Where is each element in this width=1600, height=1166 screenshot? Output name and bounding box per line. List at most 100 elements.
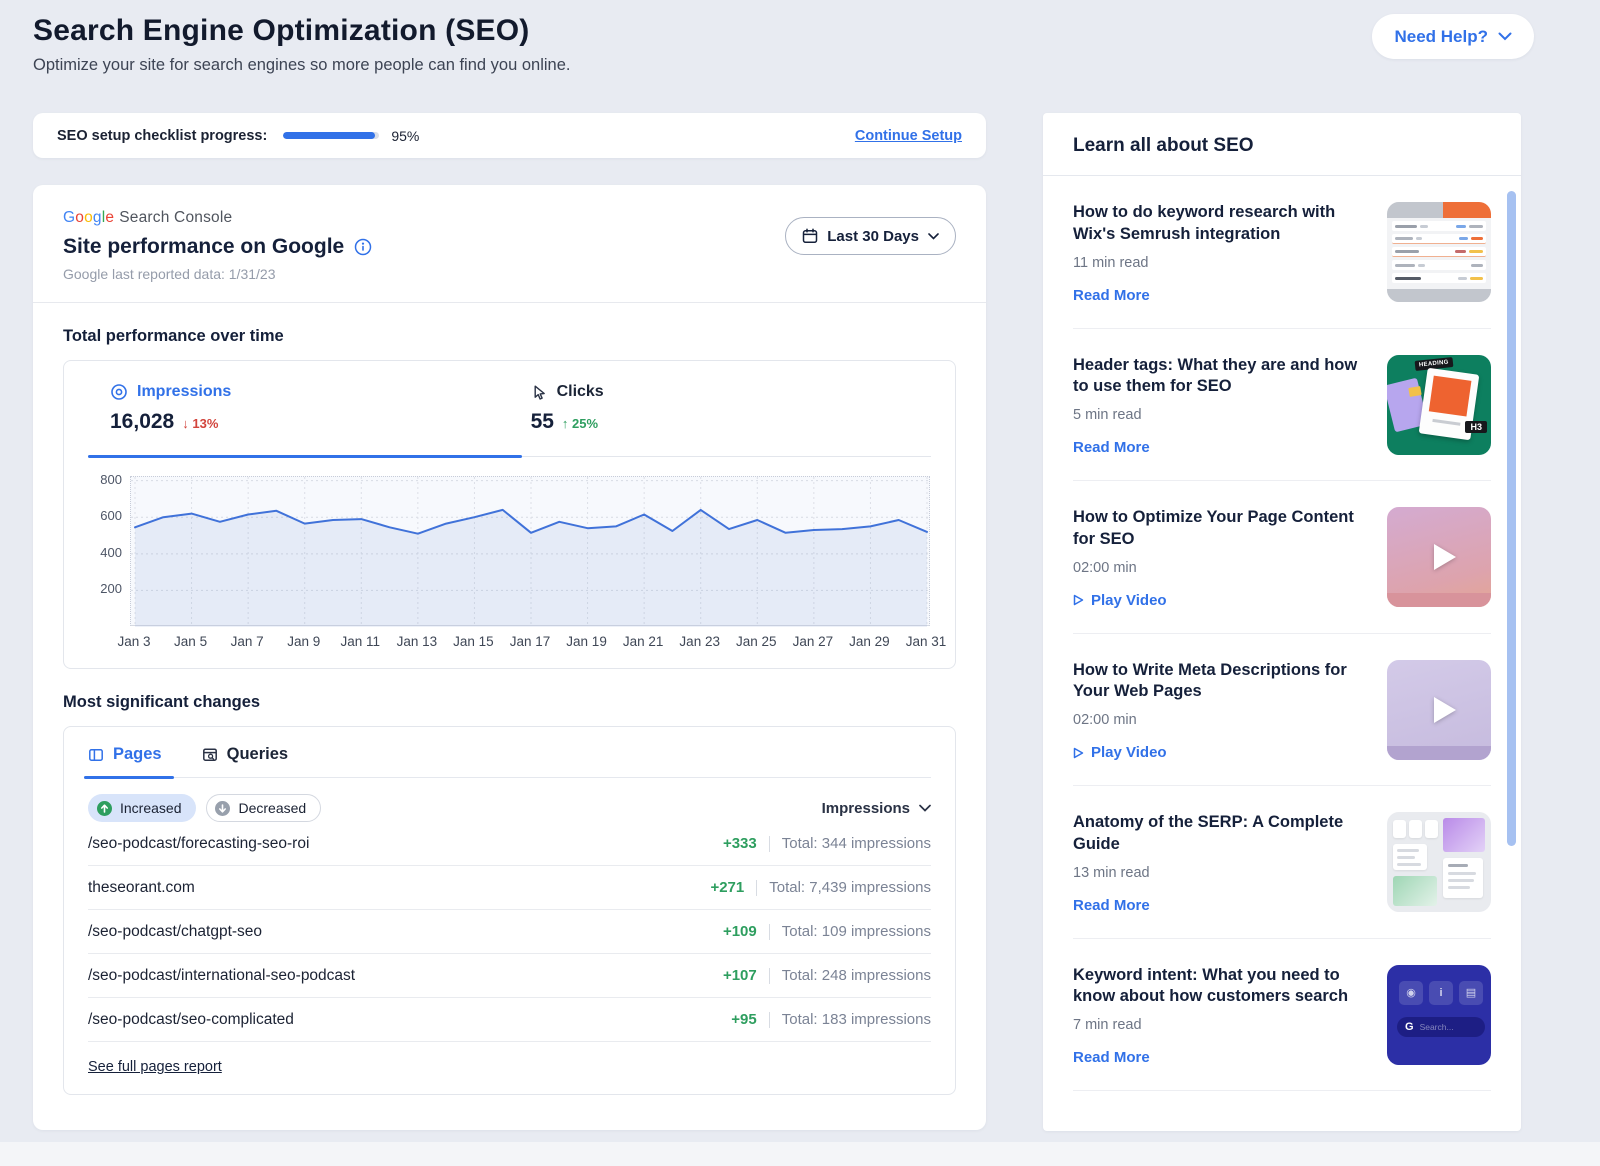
x-axis-tick: Jan 29 [849, 634, 890, 649]
divider [768, 967, 770, 984]
performance-section-title: Total performance over time [63, 327, 284, 345]
read-more-link[interactable]: Read More [1073, 286, 1150, 304]
x-axis-tick: Jan 17 [509, 634, 551, 649]
impressions-icon [111, 384, 127, 400]
x-axis-tick: Jan 3 [117, 634, 151, 649]
chart-svg [131, 477, 931, 627]
metric-tab-indicator [88, 455, 931, 458]
impressions-value: 16,028 [110, 410, 175, 433]
table-row: /seo-podcast/forecasting-seo-roi +333 Tot… [88, 822, 931, 866]
x-axis-tick: Jan 21 [622, 634, 664, 649]
sort-dropdown[interactable]: Impressions [822, 800, 931, 817]
page-subtitle: Optimize your site for search engines so… [33, 56, 571, 74]
tab-queries-label: Queries [226, 745, 289, 763]
table-row: /seo-podcast/seo-complicated +95 Total: 1… [88, 998, 931, 1042]
read-more-link[interactable]: Read More [1073, 439, 1150, 457]
page-title: Search Engine Optimization (SEO) [33, 14, 530, 47]
article-meta: 7 min read [1073, 1017, 1142, 1034]
divider [768, 923, 770, 940]
filter-increased[interactable]: Increased [88, 794, 197, 822]
performance-chart-panel: Impressions 16,028 ↓ 13% Clicks 55 ↑ 25% [63, 360, 956, 669]
x-axis-tick: Jan 5 [174, 634, 208, 649]
article-title: Keyword intent: What you need to know ab… [1073, 965, 1349, 1006]
page-header: Search Engine Optimization (SEO) Optimiz… [33, 14, 570, 75]
row-change: +109 [722, 923, 757, 940]
impressions-line-chart: 800 600 400 200 Jan 3 Jan 5 Jan 7 Jan 9 Jan 11 Ja… [88, 472, 946, 654]
play-video-link[interactable]: Play Video [1073, 744, 1367, 761]
row-change: +271 [710, 879, 745, 896]
play-icon [1073, 747, 1084, 758]
article-title: How to Optimize Your Page Content for SE… [1073, 508, 1354, 548]
x-axis-tick: Jan 11 [340, 634, 381, 649]
gsc-header: Google Search Console Site performance on… [33, 185, 986, 302]
queries-icon [202, 747, 217, 761]
play-icon [1073, 594, 1084, 606]
clicks-metric-tab[interactable]: Clicks 55 ↑ 25% [531, 383, 604, 434]
last-reported-text: Google last reported data: 1/31/23 [63, 266, 276, 282]
setup-checklist-bar: SEO setup checklist progress: 95% Contin… [33, 113, 986, 158]
clicks-label: Clicks [556, 383, 604, 400]
row-page-url: /seo-podcast/chatgpt-seo [88, 922, 263, 940]
continue-setup-link[interactable]: Continue Setup [854, 127, 962, 144]
chevron-down-icon [928, 232, 939, 240]
tab-pages[interactable]: Pages [84, 745, 174, 779]
chart-plot-area [130, 476, 931, 627]
arrow-down-icon: ↓ [182, 416, 189, 431]
gsc-title: Site performance on Google [63, 235, 345, 258]
article-card: Keyword intent: What you need to know ab… [1073, 939, 1491, 1092]
article-thumbnail[interactable] [1387, 812, 1491, 913]
article-thumbnail[interactable]: HEADING H3 [1387, 354, 1491, 455]
article-thumbnail[interactable] [1387, 202, 1491, 302]
arrow-up-icon: ↑ [561, 416, 569, 431]
need-help-button[interactable]: Need Help? [1372, 14, 1534, 59]
x-axis-tick: Jan 15 [453, 634, 494, 649]
see-full-report-link[interactable]: See full pages report [88, 1059, 222, 1075]
progress-percent: 95% [391, 127, 420, 144]
play-overlay-icon [1434, 696, 1457, 723]
info-icon[interactable] [354, 238, 372, 256]
learn-sidebar: Learn all about SEO How to do keyword re… [1043, 113, 1521, 1131]
article-card: How to Optimize Your Page Content for SE… [1073, 481, 1491, 634]
play-video-link[interactable]: Play Video [1073, 592, 1367, 609]
article-card: Header tags: What they are and how to us… [1073, 329, 1491, 482]
date-range-label: Last 30 Days [827, 227, 919, 245]
article-thumbnail[interactable]: ◉ i ▤ G Search... [1387, 964, 1491, 1065]
need-help-label: Need Help? [1394, 26, 1488, 46]
filter-decreased-label: Decreased [238, 800, 307, 816]
site-performance-card: Google Search Console Site performance on… [33, 185, 986, 1130]
impressions-change: ↓ 13% [182, 416, 219, 431]
sidebar-scrollbar[interactable] [1507, 191, 1516, 846]
article-card: Anatomy of the SERP: A Complete Guide 13… [1073, 786, 1491, 939]
read-more-link[interactable]: Read More [1073, 896, 1150, 914]
row-page-url: /seo-podcast/international-seo-podcast [88, 966, 356, 984]
clicks-cursor-icon [534, 385, 545, 400]
filter-increased-label: Increased [120, 800, 182, 816]
impressions-metric-tab[interactable]: Impressions 16,028 ↓ 13% [110, 383, 231, 434]
sort-label: Impressions [821, 799, 910, 817]
x-axis-tick: Jan 23 [679, 634, 720, 649]
read-more-link[interactable]: Read More [1073, 1049, 1150, 1067]
sidebar-title: Learn all about SEO [1043, 113, 1521, 176]
row-page-url: /seo-podcast/seo-complicated [88, 1010, 294, 1028]
divider [756, 879, 758, 896]
decreased-icon [215, 800, 231, 816]
impressions-label: Impressions [137, 383, 232, 400]
window-bottom-edge [0, 1142, 1600, 1166]
video-thumbnail[interactable] [1387, 507, 1491, 608]
row-page-url: theseorant.com [88, 878, 195, 896]
article-meta: 11 min read [1073, 254, 1149, 271]
clicks-value: 55 [530, 410, 554, 433]
google-search-console-logo: Google Search Console [63, 209, 233, 226]
filter-decreased[interactable]: Decreased [206, 794, 322, 822]
date-range-button[interactable]: Last 30 Days [785, 217, 956, 255]
row-change: +95 [731, 1011, 757, 1028]
row-change: +107 [722, 967, 757, 984]
article-title: Header tags: What they are and how to us… [1073, 355, 1358, 396]
video-thumbnail[interactable] [1387, 659, 1491, 760]
table-row: /seo-podcast/international-seo-podcast +… [88, 954, 931, 998]
row-total: Total: 7,439 impressions [769, 879, 931, 896]
progress-bar [283, 132, 380, 139]
article-meta: 02:00 min [1073, 712, 1137, 729]
tab-queries[interactable]: Queries [202, 745, 288, 777]
